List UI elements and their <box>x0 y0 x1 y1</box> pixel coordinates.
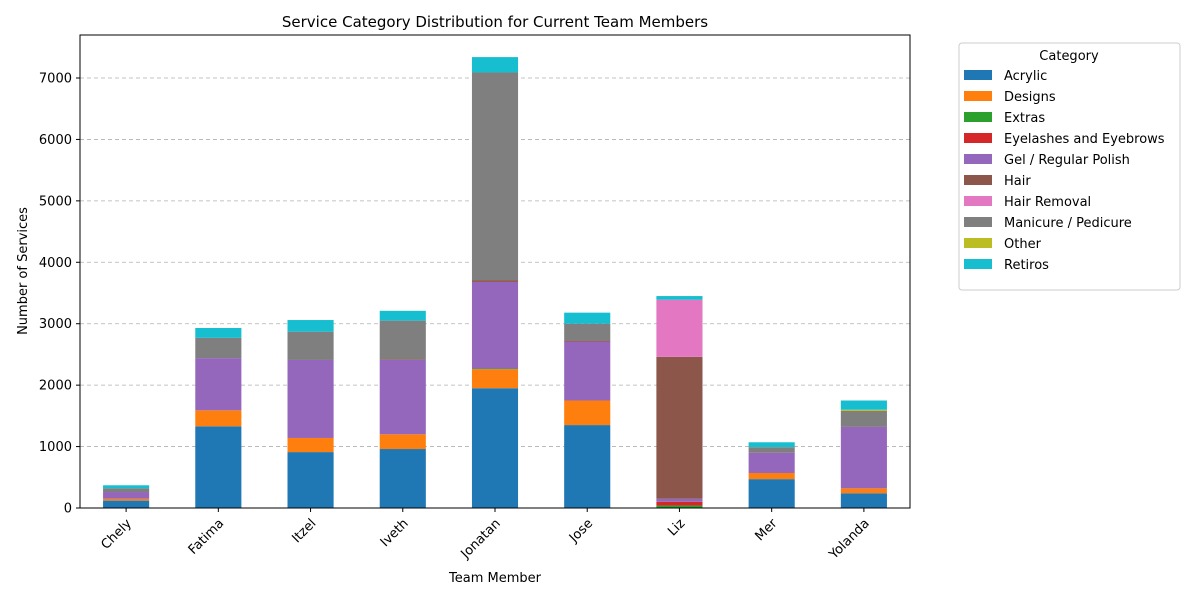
bar-segment <box>287 452 334 508</box>
y-tick-label: 3000 <box>39 317 72 332</box>
bar-segment <box>379 320 426 360</box>
legend-label: Other <box>1004 237 1042 252</box>
bar-segment <box>195 358 242 411</box>
bar-segment <box>379 310 426 321</box>
x-tick-label: Jose <box>566 516 596 546</box>
bar-segment <box>840 488 887 494</box>
bar-segment <box>840 493 887 508</box>
bar-segment <box>287 359 334 438</box>
bar-segment <box>748 442 795 448</box>
bar-segment <box>748 447 795 453</box>
bar-segment <box>287 437 334 453</box>
legend-label: Extras <box>1004 111 1045 126</box>
x-tick-label: Yolanda <box>826 516 873 563</box>
legend-swatch <box>964 259 992 269</box>
legend-swatch <box>964 196 992 206</box>
bar-segment <box>103 485 150 489</box>
bar-segment <box>471 388 519 508</box>
bar-segment <box>656 296 703 300</box>
bar-segment <box>379 359 426 360</box>
bars <box>103 57 887 508</box>
bar-segment <box>564 323 611 341</box>
legend-swatch <box>964 133 992 143</box>
legend-swatch <box>964 217 992 227</box>
legend-swatch <box>964 112 992 122</box>
bar-segment <box>656 505 703 508</box>
bar-segment <box>379 449 426 508</box>
legend-swatch <box>964 70 992 80</box>
bar-segment <box>287 331 334 360</box>
bar-segment <box>379 359 426 435</box>
legend-swatch <box>964 238 992 248</box>
bar-segment <box>564 312 611 324</box>
x-axis-label: Team Member <box>448 571 542 586</box>
legend-label: Manicure / Pedicure <box>1004 216 1132 231</box>
bar-segment <box>471 72 519 281</box>
x-tick-label: Mer <box>753 516 781 544</box>
bar-segment <box>840 426 887 489</box>
bar-segment <box>379 434 426 450</box>
legend-label: Hair <box>1004 174 1031 189</box>
y-axis: 0 1000 2000 3000 4000 5000 6000 7000 <box>39 72 80 517</box>
bar-segment <box>564 400 611 426</box>
legend-frame <box>958 42 1181 291</box>
legend-swatch <box>964 91 992 101</box>
y-tick-label: 2000 <box>39 379 72 394</box>
bar-segment <box>564 340 611 342</box>
y-tick-label: 6000 <box>39 133 72 148</box>
bar-segment <box>471 369 519 389</box>
bar-segment <box>103 500 150 508</box>
bar-segment <box>564 425 611 508</box>
bar-segment <box>748 452 795 473</box>
legend: Category Acrylic Designs Extras Eyelashes a… <box>958 42 1181 291</box>
y-tick-label: 7000 <box>39 72 72 87</box>
bar-segment <box>471 57 519 73</box>
x-tick-label: Itzel <box>289 516 319 546</box>
legend-label: Designs <box>1004 90 1056 105</box>
legend-label: Retiros <box>1004 258 1049 273</box>
bar-segment <box>656 501 703 506</box>
y-axis-label: Number of Services <box>16 207 31 335</box>
bar-segment <box>748 479 795 508</box>
legend-swatch <box>964 154 992 164</box>
bar-segment <box>656 356 703 499</box>
bar-segment <box>195 337 242 359</box>
bar-segment <box>840 410 887 427</box>
y-tick-label: 1000 <box>39 440 72 455</box>
bar-segment <box>656 498 703 502</box>
bar-segment <box>840 409 887 411</box>
bar-segment <box>195 328 242 338</box>
y-tick-label: 4000 <box>39 256 72 271</box>
bar-segment <box>471 280 519 282</box>
legend-label: Eyelashes and Eyebrows <box>1004 132 1165 147</box>
bar-segment <box>656 299 703 357</box>
bar-segment <box>471 368 519 370</box>
legend-swatch <box>964 175 992 185</box>
legend-label: Hair Removal <box>1004 195 1091 210</box>
y-tick-label: 0 <box>64 502 72 517</box>
bar-segment <box>103 492 150 499</box>
x-tick-label: Fatima <box>186 516 227 557</box>
bar-segment <box>471 281 519 369</box>
x-tick-label: Chely <box>98 516 135 553</box>
bar-segment <box>195 426 242 508</box>
bar-segment <box>840 400 887 410</box>
bar-segment <box>748 472 795 480</box>
legend-label: Gel / Regular Polish <box>1004 153 1130 168</box>
bar-segment <box>103 488 150 493</box>
legend-title: Category <box>1039 49 1099 64</box>
x-tick-label: Liz <box>665 516 688 539</box>
bar-segment <box>103 498 150 501</box>
y-tick-label: 5000 <box>39 194 72 209</box>
chart-title: Service Category Distribution for Curren… <box>282 13 708 31</box>
x-axis: Chely Fatima Itzel Iveth Jonatan Jose Liz Mer Yo… <box>98 508 873 563</box>
bar-segment <box>564 341 611 401</box>
legend-label: Acrylic <box>1004 69 1047 84</box>
bar-segment <box>195 410 242 427</box>
bar-segment <box>287 320 334 332</box>
x-tick-label: Jonatan <box>458 516 504 562</box>
x-tick-label: Iveth <box>378 516 412 550</box>
